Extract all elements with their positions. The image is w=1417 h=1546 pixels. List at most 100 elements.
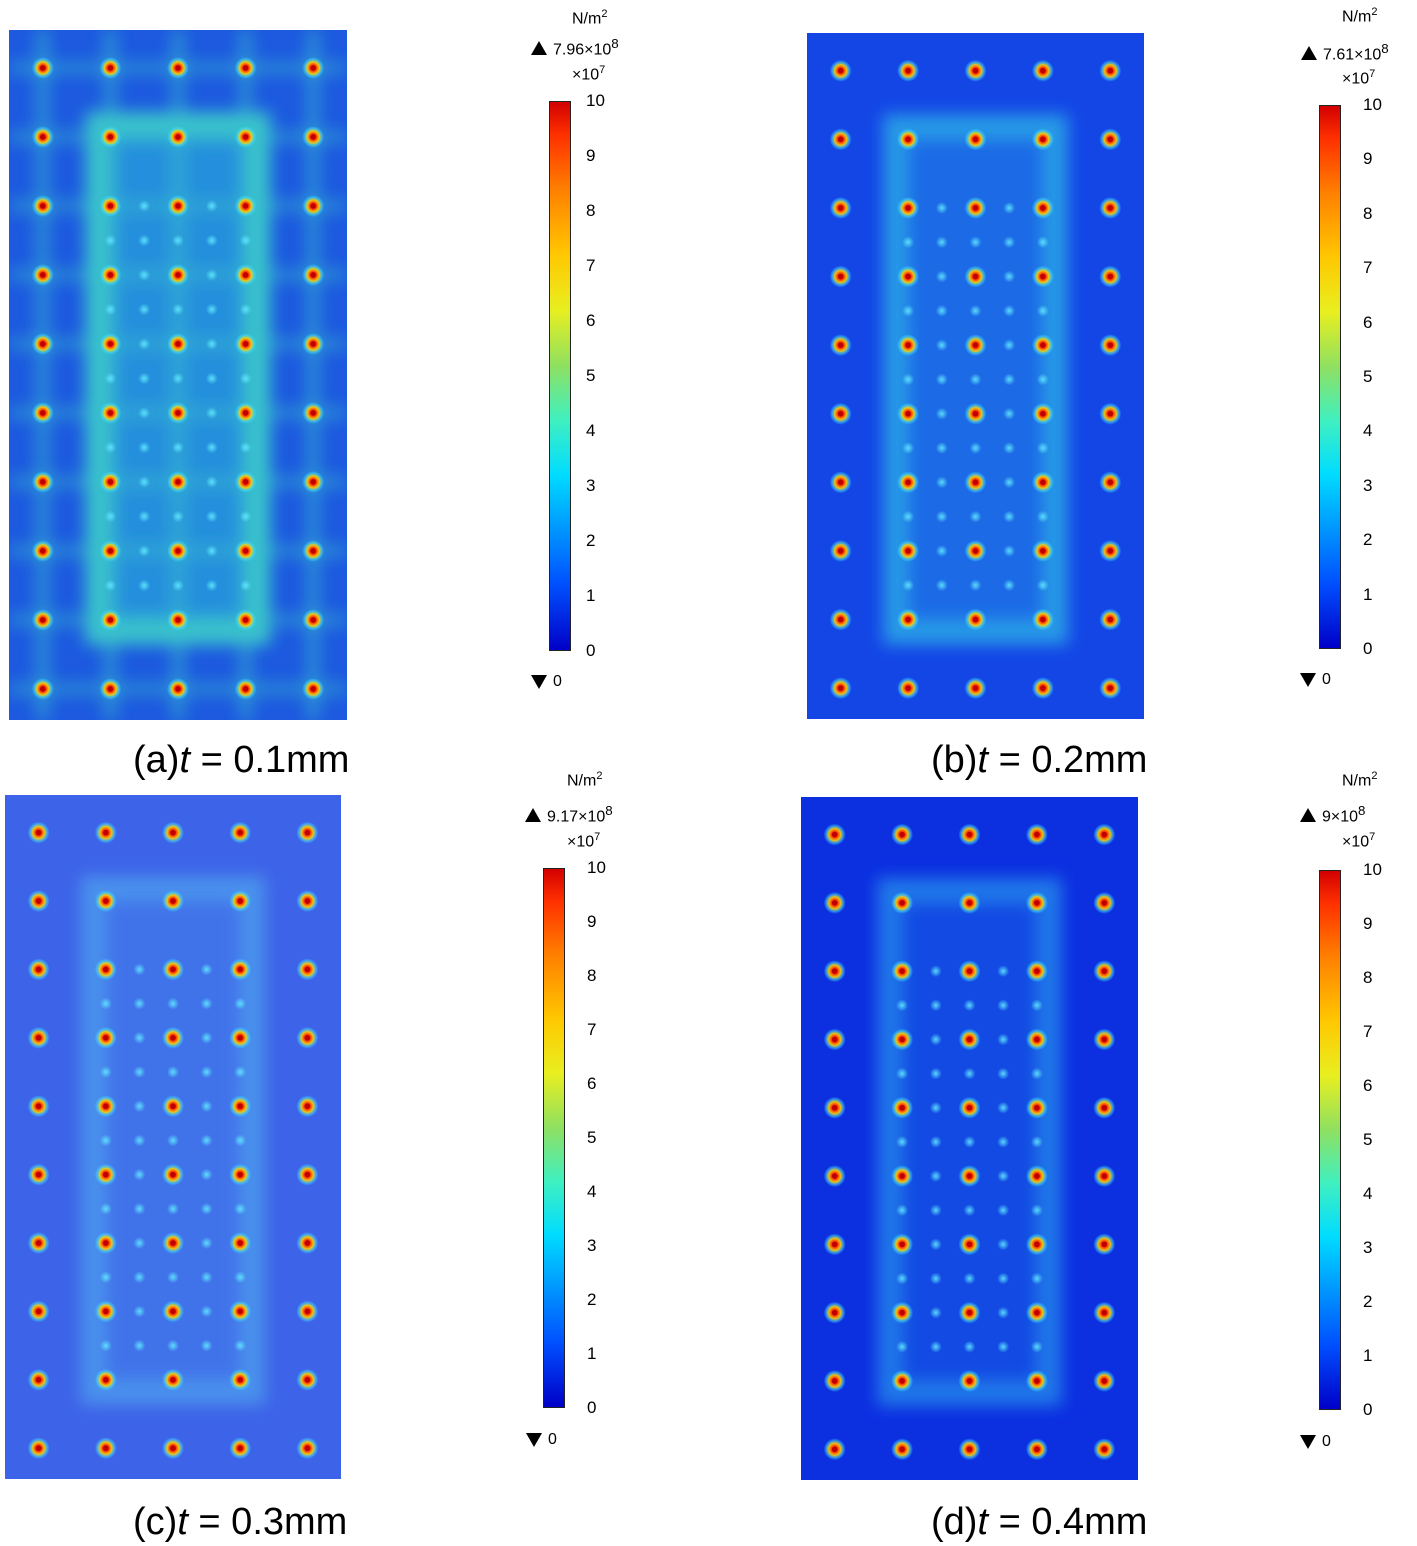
secondary-node: [133, 1339, 146, 1352]
secondary-node: [969, 579, 982, 592]
secondary-node: [133, 1031, 146, 1044]
hotspot-core: [175, 134, 181, 140]
hotspot-core: [831, 900, 838, 906]
secondary-node: [935, 476, 948, 489]
secondary-node: [929, 1067, 942, 1080]
colorbar-tick-label: 9: [586, 146, 596, 165]
hotspot-core: [1107, 67, 1114, 74]
hotspot-core: [1034, 831, 1040, 838]
secondary-node: [205, 234, 218, 247]
secondary-node: [172, 441, 184, 454]
hotspot-core: [170, 1035, 176, 1041]
colorbar-tick-label: 1: [1363, 584, 1373, 604]
stress-map-c: [5, 795, 341, 1479]
secondary-node: [997, 1170, 1010, 1183]
hotspot-core: [175, 203, 181, 209]
hotspot-core: [310, 479, 317, 485]
hotspot-core: [237, 1103, 243, 1110]
secondary-node: [205, 268, 218, 281]
hotspot-core: [972, 205, 979, 211]
hotspot-core: [242, 686, 249, 692]
secondary-node: [896, 999, 909, 1012]
secondary-node: [1030, 1135, 1043, 1148]
hotspot-core: [966, 1446, 973, 1453]
secondary-node: [205, 475, 218, 488]
hotspot-core: [837, 479, 844, 486]
colorbar-tick-label: 3: [1363, 1238, 1373, 1257]
scale-factor-c: ×107: [567, 831, 601, 851]
colorbar-tick-label: 7: [587, 1020, 597, 1039]
secondary-node: [167, 1066, 179, 1079]
secondary-node: [963, 1340, 976, 1353]
secondary-node: [138, 268, 151, 281]
hotspot-core: [1034, 1446, 1040, 1453]
hotspot-core: [304, 1103, 311, 1110]
secondary-node: [138, 199, 151, 212]
colorbar-tick-label: 4: [586, 421, 596, 440]
secondary-node: [239, 510, 252, 523]
hotspot-core: [1107, 616, 1114, 623]
secondary-node: [1003, 270, 1016, 283]
secondary-node: [1036, 373, 1049, 386]
hotspot-core: [837, 342, 844, 348]
hotspot-core: [966, 1309, 973, 1316]
hotspot-core: [1101, 831, 1108, 838]
hotspot-core: [237, 1377, 243, 1383]
hotspot-core: [237, 1171, 243, 1178]
secondary-node: [997, 965, 1010, 978]
hotspot-core: [1040, 616, 1046, 623]
hotspot-core: [837, 67, 844, 74]
secondary-node: [997, 1135, 1010, 1148]
secondary-node: [935, 544, 948, 557]
hotspot-core: [905, 273, 911, 280]
secondary-node: [935, 236, 948, 249]
hotspot-core: [310, 617, 317, 623]
secondary-node: [963, 1135, 976, 1148]
hotspot-core: [899, 1104, 905, 1111]
secondary-node: [896, 1204, 909, 1217]
hotspot-core: [170, 1103, 176, 1110]
hotspot-core: [1034, 1378, 1040, 1384]
hotspot-core: [1107, 548, 1114, 554]
hotspot-core: [831, 831, 838, 838]
secondary-node: [1003, 544, 1016, 557]
secondary-node: [963, 1272, 976, 1285]
hotspot-core: [905, 616, 911, 623]
secondary-node: [234, 1271, 247, 1284]
secondary-node: [205, 337, 218, 350]
secondary-node: [172, 510, 184, 523]
colorbar-tick-label: 4: [587, 1182, 597, 1201]
secondary-node: [896, 1340, 909, 1353]
hotspot-core: [35, 1035, 42, 1041]
hotspot-core: [1101, 968, 1108, 974]
hotspot-core: [170, 1240, 176, 1246]
colorbar-tick-label: 1: [587, 1344, 597, 1363]
secondary-node: [138, 579, 151, 592]
hotspot-core: [304, 966, 311, 973]
colorbar-tick-label: 9: [1363, 149, 1373, 169]
max-triangle-icon: [525, 807, 541, 822]
hotspot-core: [831, 1241, 838, 1248]
secondary-node: [205, 199, 218, 212]
secondary-node: [929, 965, 942, 978]
caption-a: (a)t = 0.1mm: [133, 739, 350, 781]
hotspot-core: [242, 272, 249, 278]
secondary-node: [200, 1237, 213, 1250]
scale-factor-b: ×107: [1342, 68, 1376, 88]
min-triangle-icon: [526, 1433, 542, 1447]
secondary-node: [133, 1305, 146, 1318]
hotspot-core: [304, 1445, 311, 1452]
scale-factor-d: ×107: [1342, 831, 1376, 851]
hotspot-core: [899, 1446, 905, 1453]
secondary-node: [902, 304, 915, 317]
hotspot-core: [103, 1240, 109, 1246]
secondary-node: [929, 1170, 942, 1183]
colorbar-tick-label: 0: [1363, 639, 1373, 658]
colorbar-tick-label: 0: [586, 641, 596, 660]
hotspot-core: [242, 548, 249, 554]
hotspot-core: [242, 479, 249, 485]
colorbar-tick-label: 2: [586, 531, 596, 550]
unit-label-c: N/m2: [567, 770, 603, 790]
hotspot-core: [966, 1173, 973, 1179]
hotspot-core: [905, 67, 911, 74]
